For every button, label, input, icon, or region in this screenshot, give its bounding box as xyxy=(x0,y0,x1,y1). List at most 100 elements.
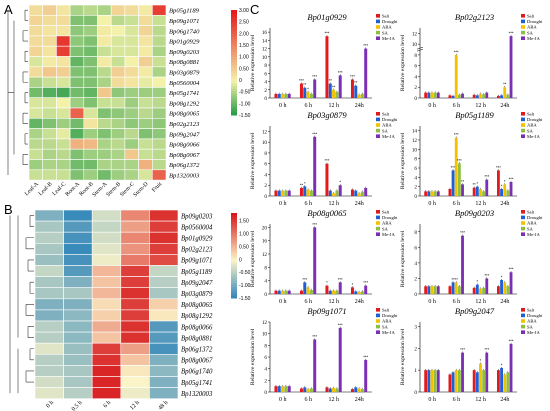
heatmap-b-cell xyxy=(63,365,93,377)
heatmap-a-row-label: Bp09g1071 xyxy=(169,18,199,25)
bar xyxy=(506,372,510,392)
legend-swatch xyxy=(521,215,525,220)
bar xyxy=(277,190,281,196)
colorbar-a-step xyxy=(231,96,237,100)
heatmap-a-cell xyxy=(152,45,167,57)
significance-mark: * xyxy=(326,280,328,285)
bar xyxy=(309,93,313,98)
colorbar-b-step xyxy=(231,247,237,250)
heatmap-a-cell xyxy=(124,15,139,26)
bar-panel-bp05g1189: Bp05g1189 Relative expression level 0 2 4 6 8 1… xyxy=(400,110,543,207)
heatmap-a-cell xyxy=(124,159,139,171)
colorbar-b-step xyxy=(231,291,237,295)
legend-label: Salt xyxy=(527,308,535,313)
colorbar-a-tick: 2.50 xyxy=(239,20,249,26)
heatmap-b-cell xyxy=(149,243,179,255)
legend-swatch xyxy=(521,30,525,35)
heatmap-b-cell xyxy=(120,287,150,300)
significance-mark: ** xyxy=(503,82,507,87)
y-tick-label: 0 xyxy=(264,194,267,200)
bar xyxy=(274,190,278,196)
heatmap-a-cell xyxy=(124,66,139,78)
colorbar-b-tick: -0.50 xyxy=(239,270,251,276)
significance-mark: *** xyxy=(312,131,317,136)
heatmap-a-cell xyxy=(110,56,126,68)
legend-label: SA xyxy=(382,128,389,133)
bar xyxy=(284,190,288,196)
legend-label: SA xyxy=(527,226,534,231)
heatmap-a-cell xyxy=(56,87,71,99)
colorbar-a-step xyxy=(231,23,237,27)
bar xyxy=(479,93,482,98)
y-tick-label: 8 xyxy=(264,343,267,349)
colorbar-a-step xyxy=(231,28,237,32)
bar xyxy=(424,286,428,294)
heatmap-a-cell xyxy=(42,15,57,26)
significance-mark: * xyxy=(476,279,478,284)
significance-mark: ** xyxy=(332,84,336,89)
heatmap-a-cell xyxy=(69,45,85,57)
heatmap-a-cell xyxy=(138,66,153,78)
colorbar-b-step xyxy=(231,287,237,290)
heatmap-b-cell xyxy=(34,331,64,344)
bar xyxy=(479,189,482,196)
heatmap-a-cell xyxy=(42,118,57,129)
heatmap-a-row-label: Bp06g1372 xyxy=(169,162,200,169)
bar-panel-bp09g1071: Bp09g1071 Relative expression level 0 2 4 6 8 1… xyxy=(250,306,398,403)
bar xyxy=(350,79,354,98)
heatmap-a-row-label: Bp02g2123 xyxy=(169,121,200,128)
bar xyxy=(335,388,339,392)
legend-swatch xyxy=(521,308,525,312)
bar xyxy=(503,184,507,196)
bar xyxy=(325,36,329,98)
colorbar-a-step xyxy=(231,109,237,113)
heatmap-a-cell xyxy=(28,118,43,129)
heatmap-a-cell xyxy=(110,159,126,171)
colorbar-b-step xyxy=(231,249,237,252)
legend-swatch xyxy=(376,330,380,334)
legend-label: Salt xyxy=(527,14,535,19)
bar xyxy=(287,386,291,392)
y-tick-label: 10 xyxy=(262,140,268,146)
bar xyxy=(303,186,307,196)
heatmap-b-cell xyxy=(34,342,64,355)
heatmap-b-cell xyxy=(149,298,179,311)
heatmap-a-cell xyxy=(42,128,57,140)
colorbar-a-step xyxy=(231,31,237,35)
x-tick-label: 0 h xyxy=(428,397,436,403)
bar xyxy=(485,352,489,392)
bar-panel-bp08g0065: Bp08g0065 Relative expression level 0 4 8 12 1… xyxy=(250,208,398,305)
heatmap-b-cell xyxy=(149,231,179,244)
heatmap-a-cell xyxy=(83,56,98,68)
y-tick-label: 8 xyxy=(414,53,417,59)
bar xyxy=(509,182,513,196)
heatmap-b-cell xyxy=(149,220,179,233)
heatmap-b-row-label: Bp05g1189 xyxy=(181,269,212,276)
dendrogram-branch xyxy=(24,51,28,62)
heatmap-a-cell xyxy=(56,45,71,57)
bar xyxy=(306,91,310,98)
heatmap-a-cell xyxy=(56,35,71,47)
y-tick-label: 8 xyxy=(414,157,417,163)
heatmap-a-cell xyxy=(56,56,71,68)
x-tick-label: 6 h xyxy=(453,201,461,207)
heatmap-a-cell xyxy=(42,45,57,57)
significance-mark: *** xyxy=(312,222,317,227)
x-tick-label: 24h xyxy=(500,103,509,109)
bar xyxy=(461,184,464,196)
heatmap-a-cell xyxy=(138,15,153,26)
significance-mark: *** xyxy=(302,277,307,282)
dendrogram-branch xyxy=(22,71,28,83)
bar xyxy=(482,191,486,196)
colorbar-b-step xyxy=(231,242,237,246)
bar xyxy=(277,93,281,98)
heatmap-a-row-label: Bp09g2047 xyxy=(169,131,200,138)
bar xyxy=(328,190,332,196)
bar xyxy=(509,36,513,98)
y-tick-label: 12 xyxy=(262,320,268,326)
significance-mark: *** xyxy=(460,230,465,235)
legend-swatch xyxy=(376,30,380,35)
heatmap-b-cell xyxy=(149,209,179,222)
dendrogram-branch xyxy=(25,370,34,383)
bar xyxy=(357,388,361,392)
